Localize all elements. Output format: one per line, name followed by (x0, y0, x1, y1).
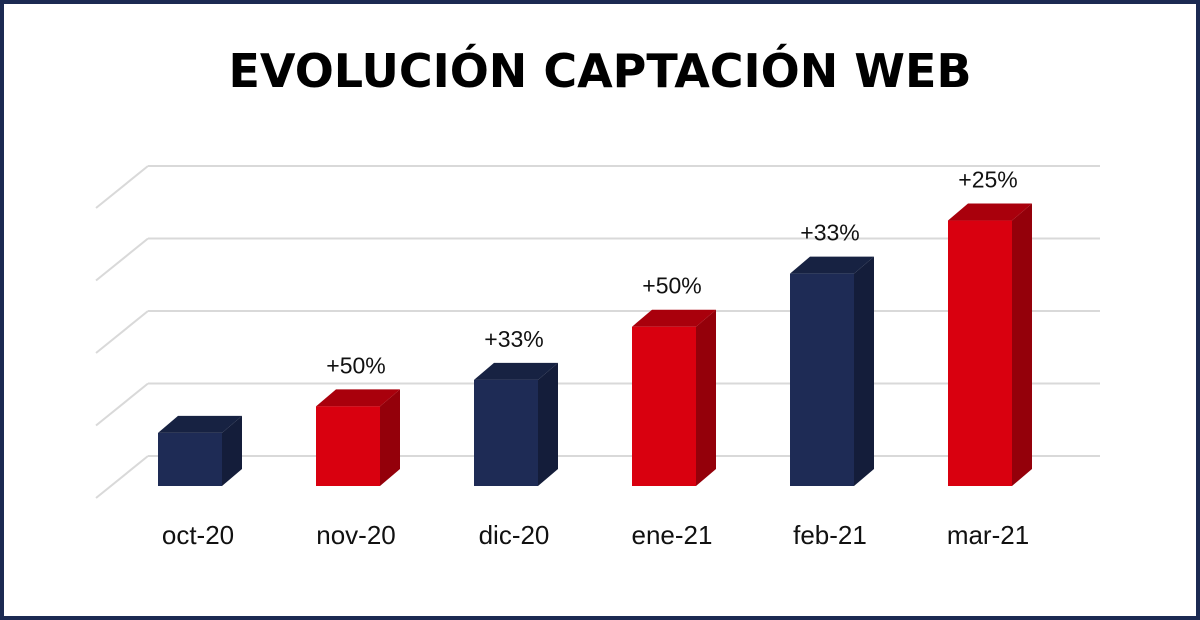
gridline-side (95, 237, 149, 282)
labels: oct-20 nov-20 +50% dic-20 +33% ene-21 +50% feb-… (162, 167, 1029, 550)
data-label: +33% (484, 326, 543, 352)
bar-top (948, 203, 1032, 221)
bar-oct-20 (158, 415, 242, 486)
bar-side (538, 362, 558, 486)
category-label: feb-21 (793, 520, 867, 550)
data-label: +25% (958, 167, 1017, 193)
gridline-side (95, 455, 149, 499)
gridline-side (95, 165, 149, 209)
bar-side (696, 309, 716, 486)
bar-top (790, 256, 874, 274)
category-label: nov-20 (316, 520, 396, 550)
bar-nov-20 (316, 389, 400, 486)
gridline-side (95, 310, 149, 354)
gridline-side (95, 382, 149, 427)
bar-top (632, 309, 716, 327)
data-label: +50% (326, 352, 385, 378)
bar-front (474, 379, 538, 486)
bar-side (854, 256, 874, 486)
bar-mar-21 (948, 203, 1032, 486)
bar-top (158, 415, 242, 433)
bar-front (948, 220, 1012, 486)
data-label: +33% (800, 220, 859, 246)
bar-side (222, 415, 242, 486)
category-label: oct-20 (162, 520, 234, 550)
bar-front (158, 432, 222, 486)
bar-feb-21 (790, 256, 874, 486)
bar-front (632, 326, 696, 486)
category-label: ene-21 (632, 520, 713, 550)
bar-front (790, 273, 854, 486)
bars (158, 203, 1032, 486)
bar-top (474, 362, 558, 380)
bar-front (316, 406, 380, 486)
bar-dic-20 (474, 362, 558, 486)
category-label: dic-20 (479, 520, 550, 550)
bar-top (316, 389, 400, 407)
bar-side (380, 389, 400, 486)
chart-title: EVOLUCIÓN CAPTACIÓN WEB (228, 44, 972, 98)
data-label: +50% (642, 273, 701, 299)
bar-ene-21 (632, 309, 716, 486)
category-label: mar-21 (947, 520, 1029, 550)
gridlines (95, 165, 1100, 499)
bar-side (1012, 203, 1032, 486)
